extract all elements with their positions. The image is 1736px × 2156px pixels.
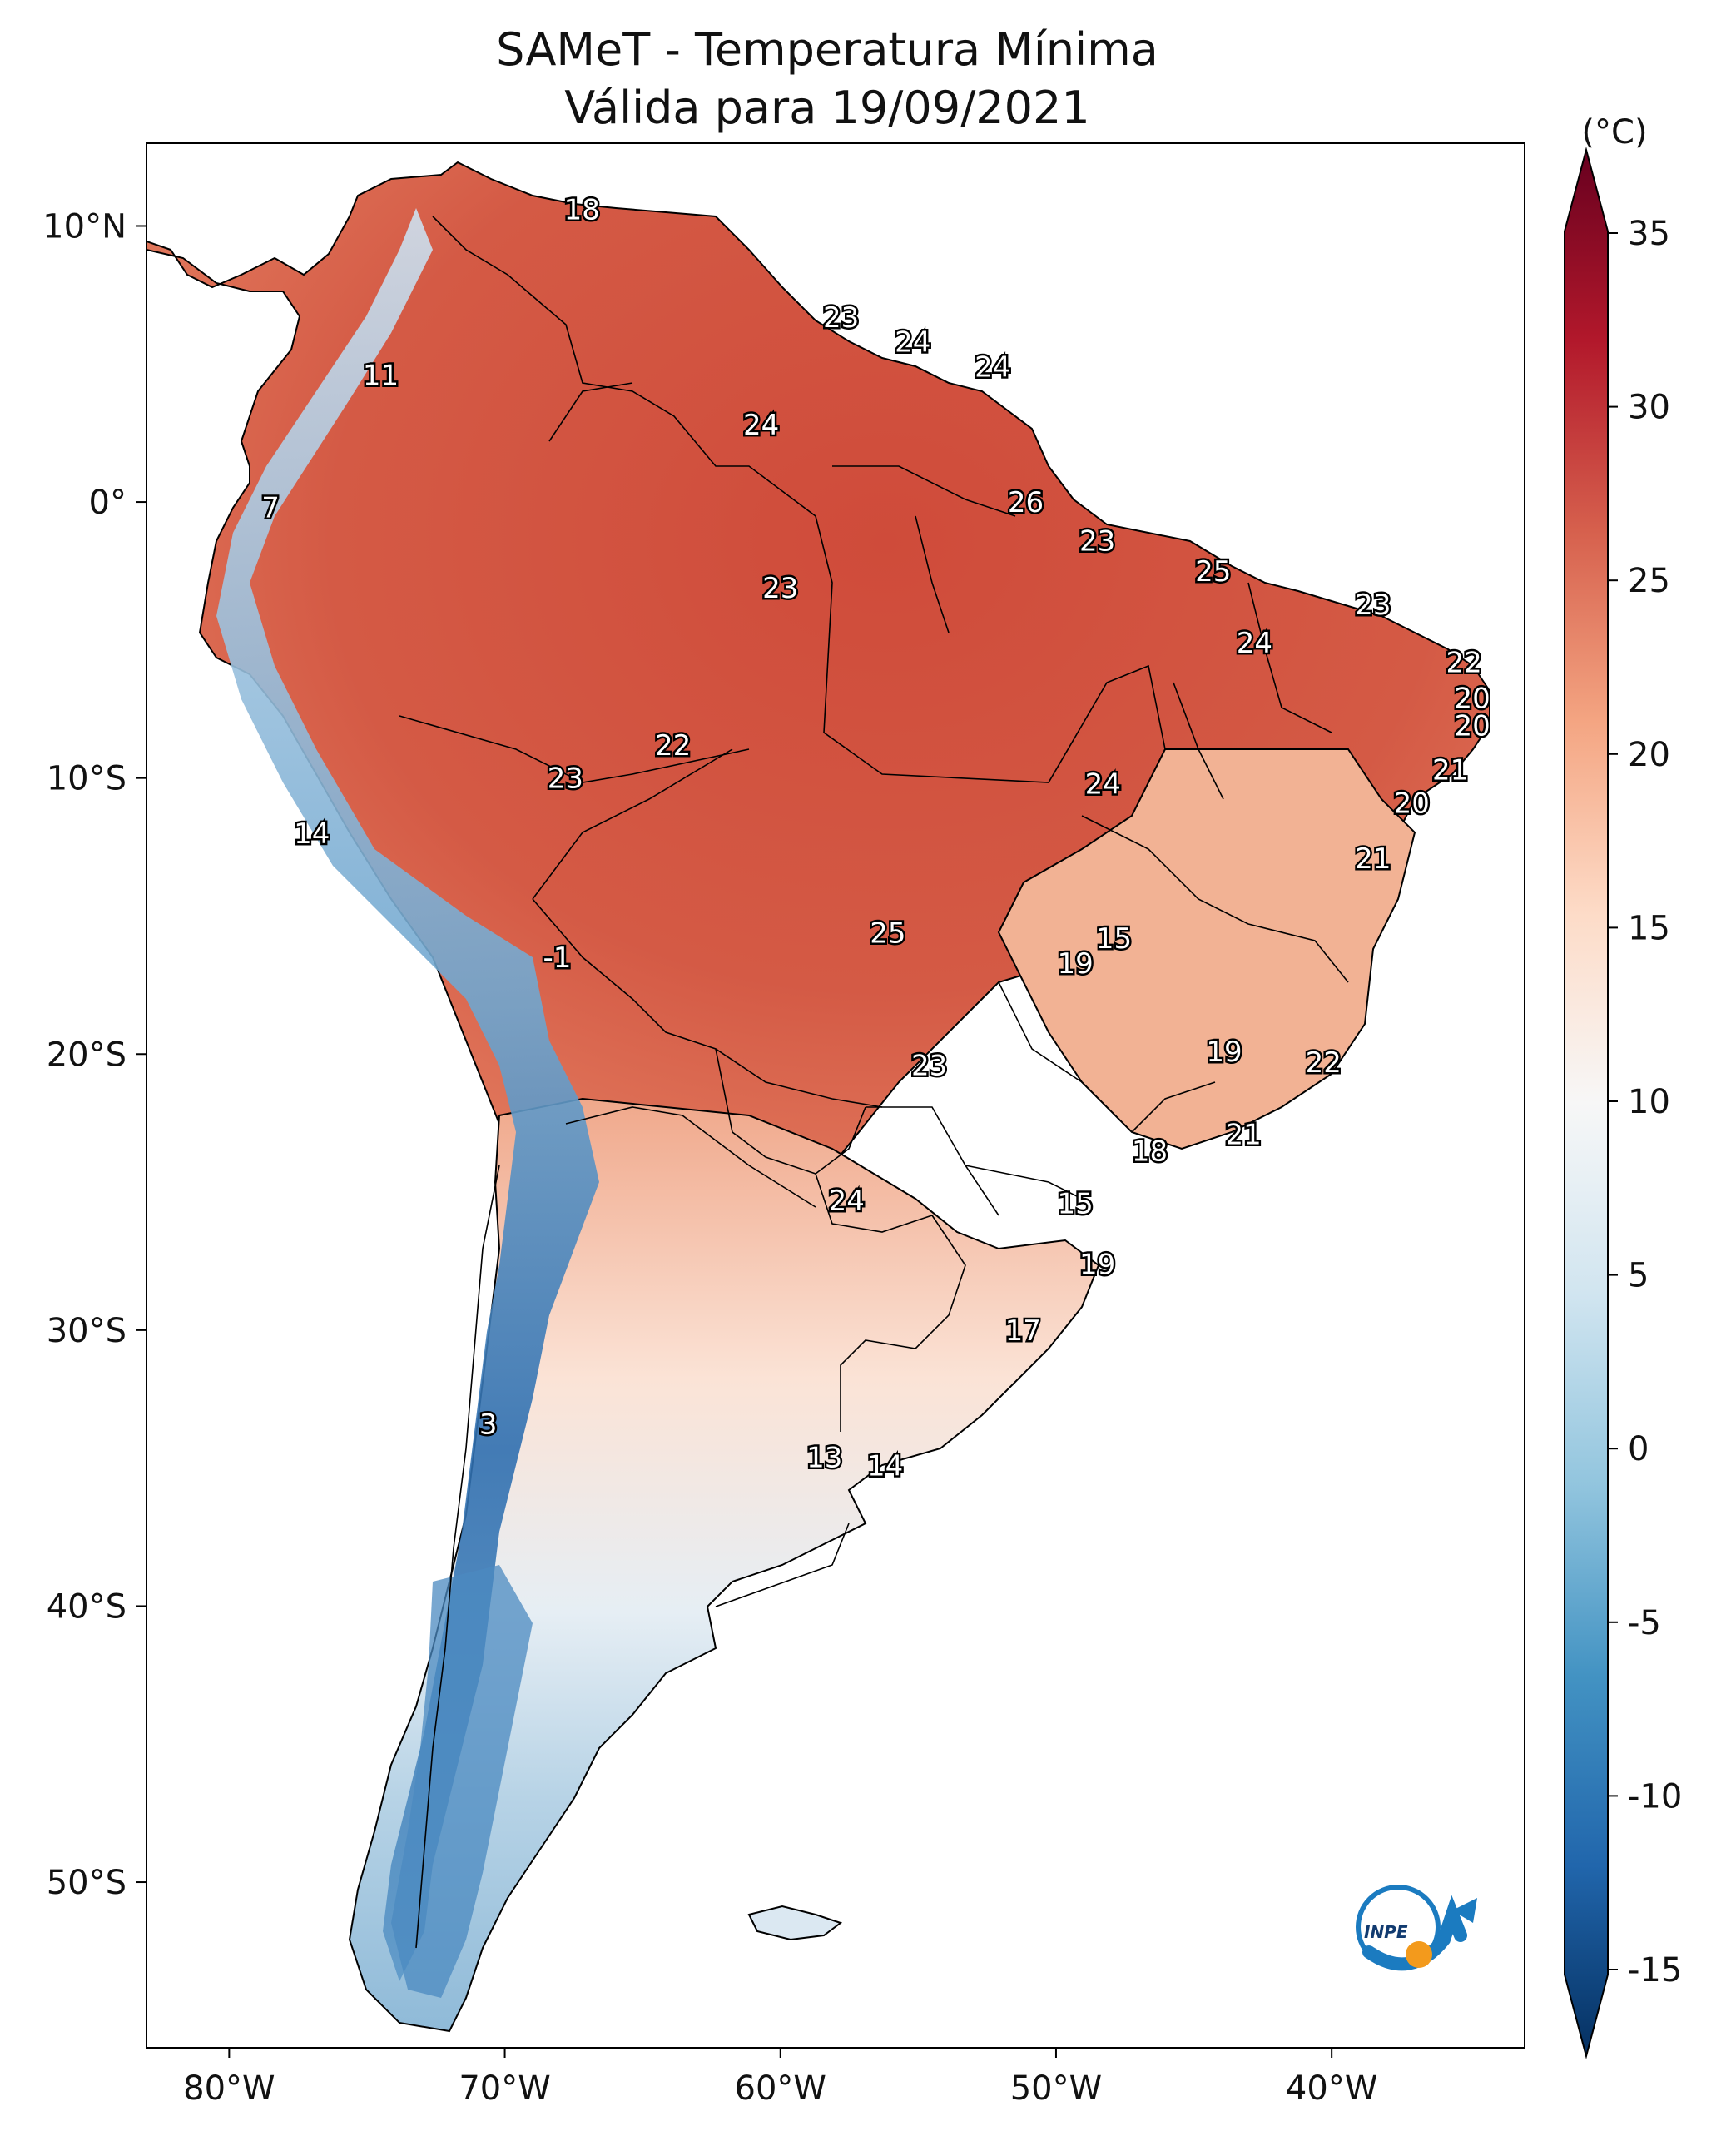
logo-dot-icon	[1406, 1941, 1432, 1968]
lon-tick-label: 80°W	[183, 2069, 275, 2108]
station-value-label: 22	[655, 729, 691, 763]
station-value-label: 22	[1446, 646, 1482, 679]
station-value-label: 18	[564, 194, 600, 227]
station-value-label: 7	[261, 492, 280, 525]
lat-tick-label: 40°S	[47, 1587, 126, 1626]
station-value-label: 21	[1226, 1118, 1262, 1151]
station-value-label: 19	[1058, 947, 1094, 981]
station-value-label: 24	[743, 409, 779, 442]
station-value-label: 24	[895, 326, 930, 360]
map-layer	[146, 161, 1490, 2033]
patagonia-cold	[391, 1565, 533, 1998]
colorbar-ticks: 35 30 25 20 15 10 5 0 -5 -10 -15	[1608, 215, 1682, 1990]
map-title: SAMeT - Temperatura Mínima	[496, 23, 1158, 76]
station-value-label: 20	[1394, 787, 1430, 821]
country-borders	[399, 216, 1349, 1949]
station-value-label: 23	[1079, 524, 1115, 558]
falkland-islands	[747, 1905, 843, 1941]
station-value-label: -1	[543, 941, 572, 975]
colorbar-tick-label: 15	[1628, 909, 1670, 947]
lon-tick-label: 70°W	[459, 2069, 550, 2108]
lat-tick-label: 50°S	[47, 1864, 126, 1902]
colorbar-tick-label: -15	[1628, 1951, 1682, 1990]
station-value-label: 23	[1355, 589, 1391, 622]
station-value-label: 23	[762, 572, 798, 605]
lat-tick-label: 10°N	[42, 207, 126, 246]
station-value-label: 11	[363, 360, 399, 393]
station-value-label: 25	[870, 917, 905, 950]
station-value-label: 14	[294, 817, 330, 851]
lon-tick-label: 50°W	[1010, 2069, 1102, 2108]
lat-tick-label: 0°	[89, 484, 126, 522]
station-value-label: 17	[1005, 1314, 1041, 1348]
lat-tick-label: 10°S	[47, 760, 126, 798]
latitude-ticks: 10°N 0° 10°S 20°S 30°S 40°S 50°S	[42, 207, 146, 1902]
map-subtitle: Válida para 19/09/2021	[564, 82, 1089, 134]
lon-tick-label: 60°W	[735, 2069, 826, 2108]
colorbar-tick-label: 30	[1628, 389, 1670, 427]
lon-tick-label: 40°W	[1286, 2069, 1377, 2108]
andes-cold-band	[216, 208, 599, 1981]
lat-tick-label: 30°S	[47, 1312, 126, 1350]
logo-arrow-icon	[1452, 1898, 1477, 1923]
station-value-label: 18	[1132, 1135, 1168, 1168]
land-east	[997, 748, 1416, 1150]
colorbar-tick-label: 20	[1628, 736, 1670, 774]
station-value-label: 23	[548, 763, 583, 796]
station-value-label: 24	[829, 1185, 865, 1218]
station-value-label: 15	[1096, 922, 1132, 956]
inpe-logo: INPE	[1356, 1885, 1477, 1971]
colorbar-tick-label: 10	[1628, 1083, 1670, 1121]
colorbar-tick-label: 25	[1628, 562, 1670, 600]
colorbar: (°C) 35 30 25 20 15 10 5 0 -5 -10 -15	[1564, 113, 1682, 2059]
colorbar-tick-label: -5	[1628, 1604, 1661, 1642]
station-value-label: 23	[911, 1050, 947, 1083]
station-value-label: 14	[867, 1449, 903, 1483]
station-value-label: 19	[1079, 1248, 1115, 1281]
colorbar-body	[1564, 147, 1609, 2059]
station-value-label: 21	[1355, 842, 1391, 876]
station-value-label: 20	[1454, 710, 1490, 743]
station-value-label: 13	[806, 1441, 842, 1474]
station-value-label: 26	[1008, 486, 1044, 519]
station-value-label: 22	[1306, 1046, 1342, 1080]
colorbar-tick-label: 5	[1628, 1257, 1649, 1295]
colorbar-tick-label: 0	[1628, 1430, 1649, 1468]
longitude-ticks: 80°W 70°W 60°W 50°W 40°W	[183, 2048, 1377, 2108]
station-value-label: 20	[1454, 683, 1490, 716]
colorbar-unit: (°C)	[1581, 113, 1647, 152]
station-value-label: 19	[1206, 1036, 1242, 1069]
station-value-label: 25	[1195, 555, 1231, 589]
station-value-label: 24	[975, 351, 1010, 385]
station-value-label: 24	[1085, 768, 1121, 801]
logo-text: INPE	[1364, 1922, 1408, 1942]
lat-tick-label: 20°S	[47, 1036, 126, 1074]
station-value-label: 23	[823, 301, 859, 335]
station-value-label: 3	[479, 1408, 498, 1442]
station-value-label: 15	[1058, 1187, 1094, 1220]
station-value-label: 21	[1432, 754, 1468, 787]
colorbar-tick-label: -10	[1628, 1777, 1682, 1816]
station-value-label: 24	[1237, 627, 1272, 660]
colorbar-tick-label: 35	[1628, 215, 1670, 253]
